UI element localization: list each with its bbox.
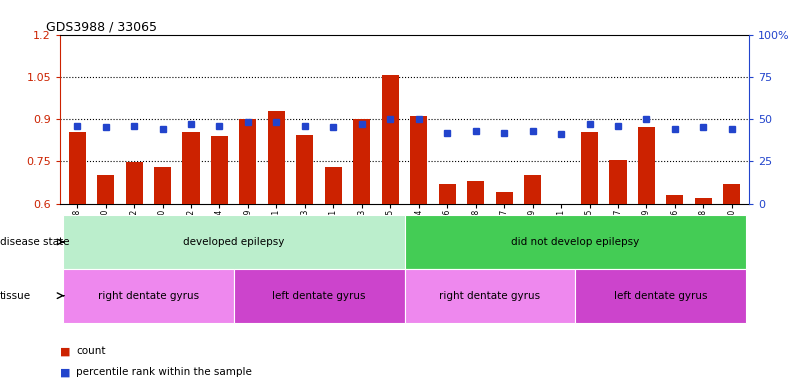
Bar xyxy=(439,184,456,204)
Bar xyxy=(126,162,143,204)
Bar xyxy=(610,160,626,204)
Text: disease state: disease state xyxy=(0,237,70,247)
Text: developed epilepsy: developed epilepsy xyxy=(183,237,284,247)
Bar xyxy=(154,167,171,204)
Text: left dentate gyrus: left dentate gyrus xyxy=(272,291,366,301)
Bar xyxy=(638,127,655,204)
Bar xyxy=(63,269,234,323)
Text: left dentate gyrus: left dentate gyrus xyxy=(614,291,707,301)
Bar xyxy=(63,215,405,269)
Bar xyxy=(410,116,427,204)
Text: right dentate gyrus: right dentate gyrus xyxy=(439,291,541,301)
Bar xyxy=(69,132,86,204)
Bar xyxy=(575,269,746,323)
Bar xyxy=(239,119,256,204)
Bar xyxy=(268,111,285,204)
Bar xyxy=(234,269,405,323)
Text: GDS3988 / 33065: GDS3988 / 33065 xyxy=(46,20,157,33)
Bar xyxy=(496,192,513,204)
Bar xyxy=(666,195,683,204)
Bar xyxy=(382,75,399,204)
Text: did not develop epilepsy: did not develop epilepsy xyxy=(511,237,639,247)
Bar xyxy=(183,132,199,204)
Bar xyxy=(211,136,228,204)
Text: ■: ■ xyxy=(60,367,70,377)
Bar xyxy=(581,132,598,204)
Bar xyxy=(467,181,485,204)
Bar xyxy=(405,215,746,269)
Bar xyxy=(405,269,575,323)
Text: count: count xyxy=(76,346,106,356)
Text: right dentate gyrus: right dentate gyrus xyxy=(98,291,199,301)
Bar xyxy=(353,119,370,204)
Bar xyxy=(553,204,570,369)
Bar xyxy=(524,175,541,204)
Text: percentile rank within the sample: percentile rank within the sample xyxy=(76,367,252,377)
Bar xyxy=(694,198,712,204)
Bar xyxy=(324,167,342,204)
Text: ■: ■ xyxy=(60,346,70,356)
Text: tissue: tissue xyxy=(0,291,31,301)
Bar xyxy=(97,175,115,204)
Bar xyxy=(723,184,740,204)
Bar xyxy=(296,134,313,204)
